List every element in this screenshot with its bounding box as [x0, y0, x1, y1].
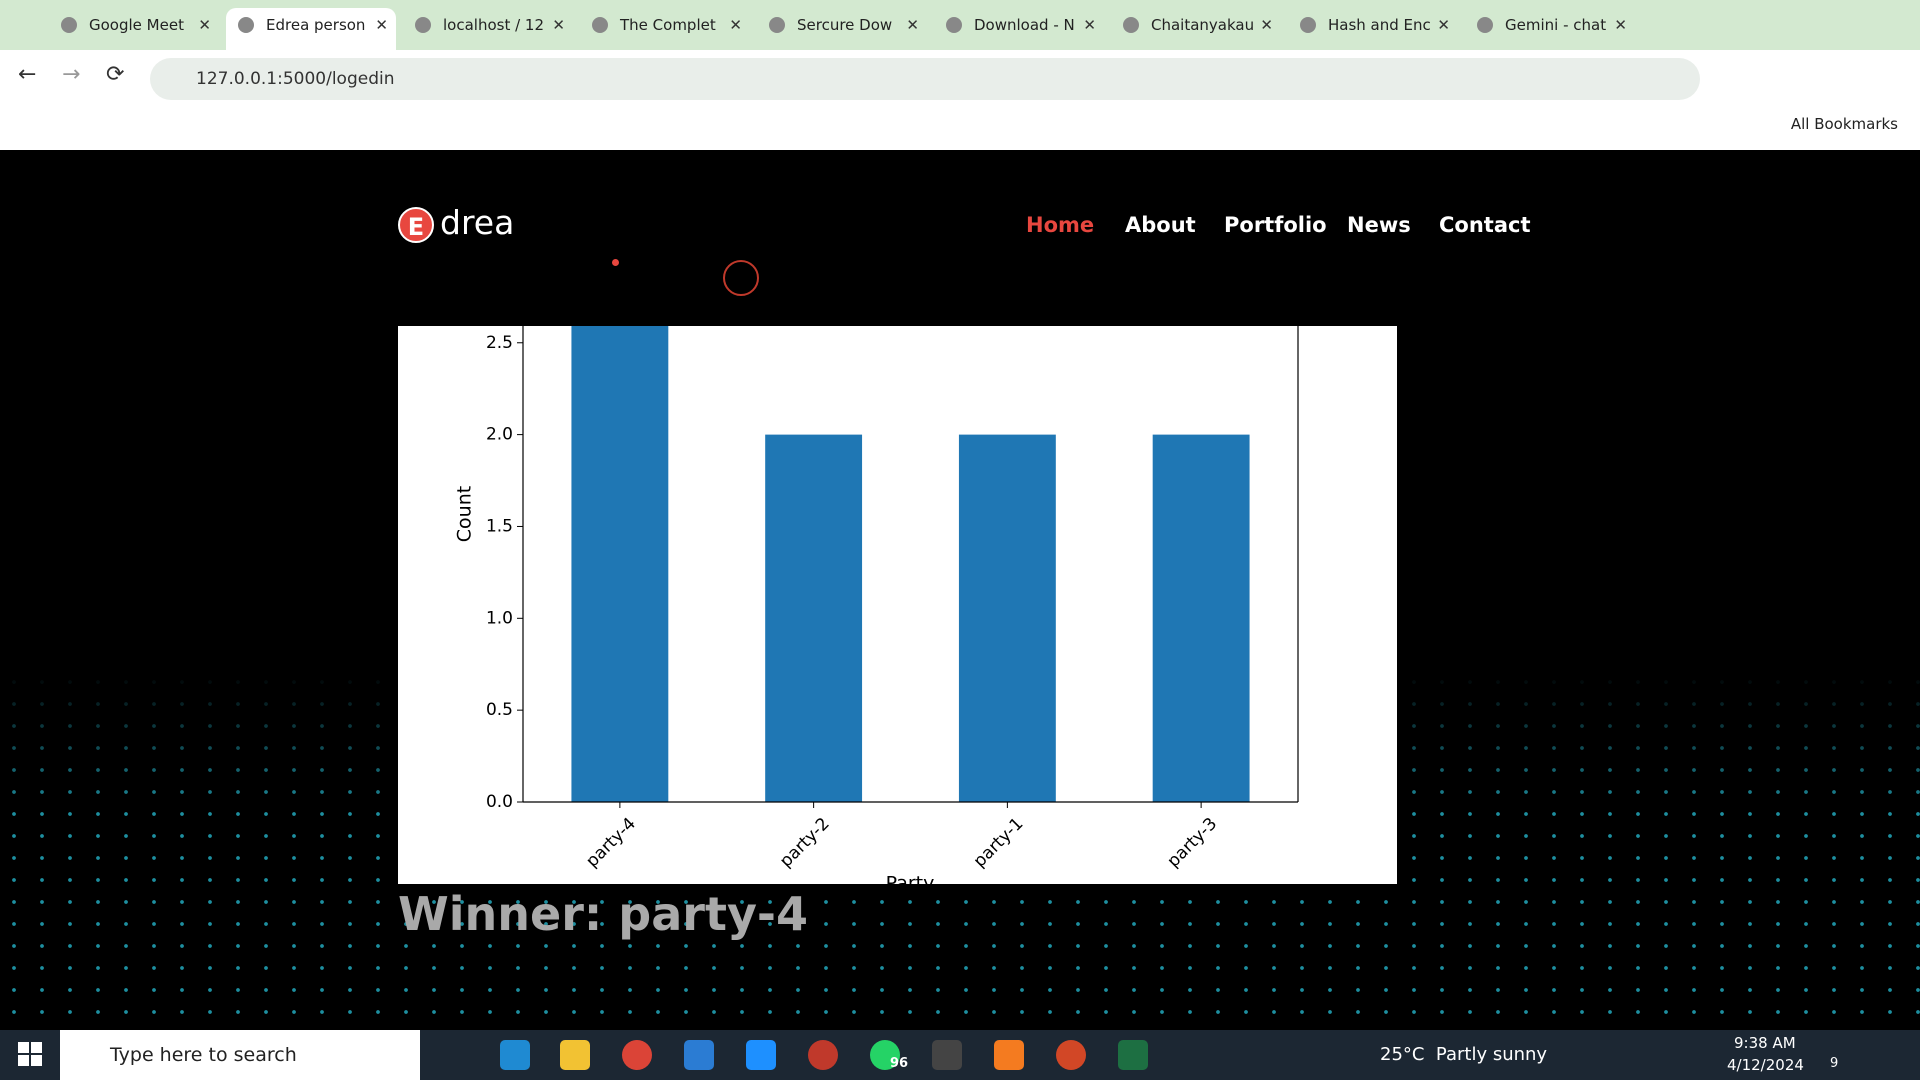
chrome-active-icon[interactable] [808, 1040, 838, 1070]
y-axis-label: Count [454, 486, 476, 542]
bar [958, 434, 1056, 802]
x-axis-label: Party [886, 873, 935, 884]
address-bar[interactable]: 127.0.0.1:5000/logedin [150, 58, 1700, 100]
bar [571, 326, 669, 802]
powerpoint-icon[interactable] [1056, 1040, 1086, 1070]
tab-icon [238, 17, 254, 33]
nav-link[interactable]: Contact [1439, 213, 1531, 237]
tab[interactable]: Edrea person ✕ [226, 8, 396, 50]
tab-close[interactable]: ✕ [1614, 16, 1627, 34]
tab[interactable]: Gemini - chat ✕ [1465, 8, 1635, 42]
clock-time[interactable]: 9:38 AM [1734, 1034, 1796, 1052]
nav-link[interactable]: About [1125, 213, 1196, 237]
tab-title: Google Meet [89, 16, 184, 34]
tab-title: Download - N [974, 16, 1075, 34]
tab-icon [1477, 17, 1493, 33]
terminal-icon[interactable] [932, 1040, 962, 1070]
x-tick-label: party-3 [1163, 814, 1221, 872]
tab-close[interactable]: ✕ [552, 16, 565, 34]
winner-text: Winner: party-4 [398, 887, 809, 941]
nav-link[interactable]: Home [1026, 213, 1095, 237]
clock-date[interactable]: 4/12/2024 [1727, 1056, 1804, 1074]
store-icon[interactable] [684, 1040, 714, 1070]
tab-title: localhost / 12 [443, 16, 545, 34]
forward-button[interactable]: → [62, 62, 81, 87]
tab-title: Chaitanyakau [1151, 16, 1255, 34]
tab[interactable]: Hash and Enc ✕ [1288, 8, 1458, 42]
tab[interactable]: localhost / 12 ✕ [403, 8, 573, 42]
chrome-icon[interactable] [622, 1040, 652, 1070]
explorer-icon[interactable] [560, 1040, 590, 1070]
tab-icon [592, 17, 608, 33]
tab-close[interactable]: ✕ [375, 16, 388, 34]
tab-icon [61, 17, 77, 33]
y-tick-label: 1.5 [486, 516, 513, 536]
back-button[interactable]: ← [18, 62, 37, 87]
y-tick-label: 0.0 [486, 792, 513, 812]
tab[interactable]: Download - N ✕ [934, 8, 1104, 42]
xampp-icon[interactable] [994, 1040, 1024, 1070]
cursor-dot [612, 259, 619, 266]
tab-bar: Google Meet ✕ Edrea person ✕ localhost / 12 ✕… [0, 0, 1920, 50]
weather[interactable]: 25°C Partly sunny [1380, 1044, 1548, 1065]
whatsapp-icon[interactable] [870, 1040, 900, 1070]
tab-close[interactable]: ✕ [729, 16, 742, 34]
x-tick-label: party-2 [776, 814, 834, 872]
x-tick-label: party-1 [970, 814, 1028, 872]
tab-close[interactable]: ✕ [198, 16, 211, 34]
tab-title: The Complet [620, 16, 716, 34]
tab[interactable]: Chaitanyakau ✕ [1111, 8, 1281, 42]
search-box[interactable]: Type here to search [60, 1030, 420, 1080]
x-tick-label: party-4 [582, 814, 640, 872]
whatsapp-badge: 96 [890, 1056, 909, 1071]
tab-title: Sercure Dow [797, 16, 893, 34]
notification-badge[interactable]: 9 [1830, 1056, 1839, 1071]
y-tick-label: 2.5 [486, 333, 513, 353]
tab-icon [415, 17, 431, 33]
bookmarks[interactable]: All Bookmarks [1790, 115, 1898, 133]
edge-icon[interactable] [500, 1040, 530, 1070]
y-tick-label: 1.0 [486, 608, 513, 628]
tab-icon [946, 17, 962, 33]
logo-text[interactable]: drea [440, 203, 515, 242]
logo-icon[interactable]: E [398, 207, 434, 243]
tab-icon [769, 17, 785, 33]
bar [765, 434, 863, 802]
y-tick-label: 0.5 [486, 700, 513, 720]
nav-link[interactable]: News [1347, 213, 1411, 237]
tab-close[interactable]: ✕ [1437, 16, 1450, 34]
excel-icon[interactable] [1118, 1040, 1148, 1070]
start-button[interactable] [18, 1042, 42, 1066]
tab[interactable]: Google Meet ✕ [49, 8, 219, 42]
tab-icon [1300, 17, 1316, 33]
tab-title: Hash and Enc [1328, 16, 1431, 34]
nav-link[interactable]: Portfolio [1224, 213, 1327, 237]
tab-close[interactable]: ✕ [1260, 16, 1273, 34]
tab-close[interactable]: ✕ [906, 16, 919, 34]
cursor-ring [723, 260, 759, 296]
tab-close[interactable]: ✕ [1083, 16, 1096, 34]
tab-icon [1123, 17, 1139, 33]
taskbar: Type here to search 96 25°C Partly sunny… [0, 1030, 1920, 1080]
chart: 0.0 0.5 1.0 1.5 2.0 2.5 party-4 party-2 party-1 p… [398, 326, 1397, 884]
tab-title: Edrea person [266, 16, 366, 34]
mail-icon[interactable] [746, 1040, 776, 1070]
bar [1152, 434, 1250, 802]
tab[interactable]: Sercure Dow ✕ [757, 8, 927, 42]
y-tick-label: 2.0 [486, 425, 513, 445]
tab[interactable]: The Complet ✕ [580, 8, 750, 42]
tab-title: Gemini - chat [1505, 16, 1607, 34]
reload-button[interactable]: ⟳ [106, 62, 125, 87]
